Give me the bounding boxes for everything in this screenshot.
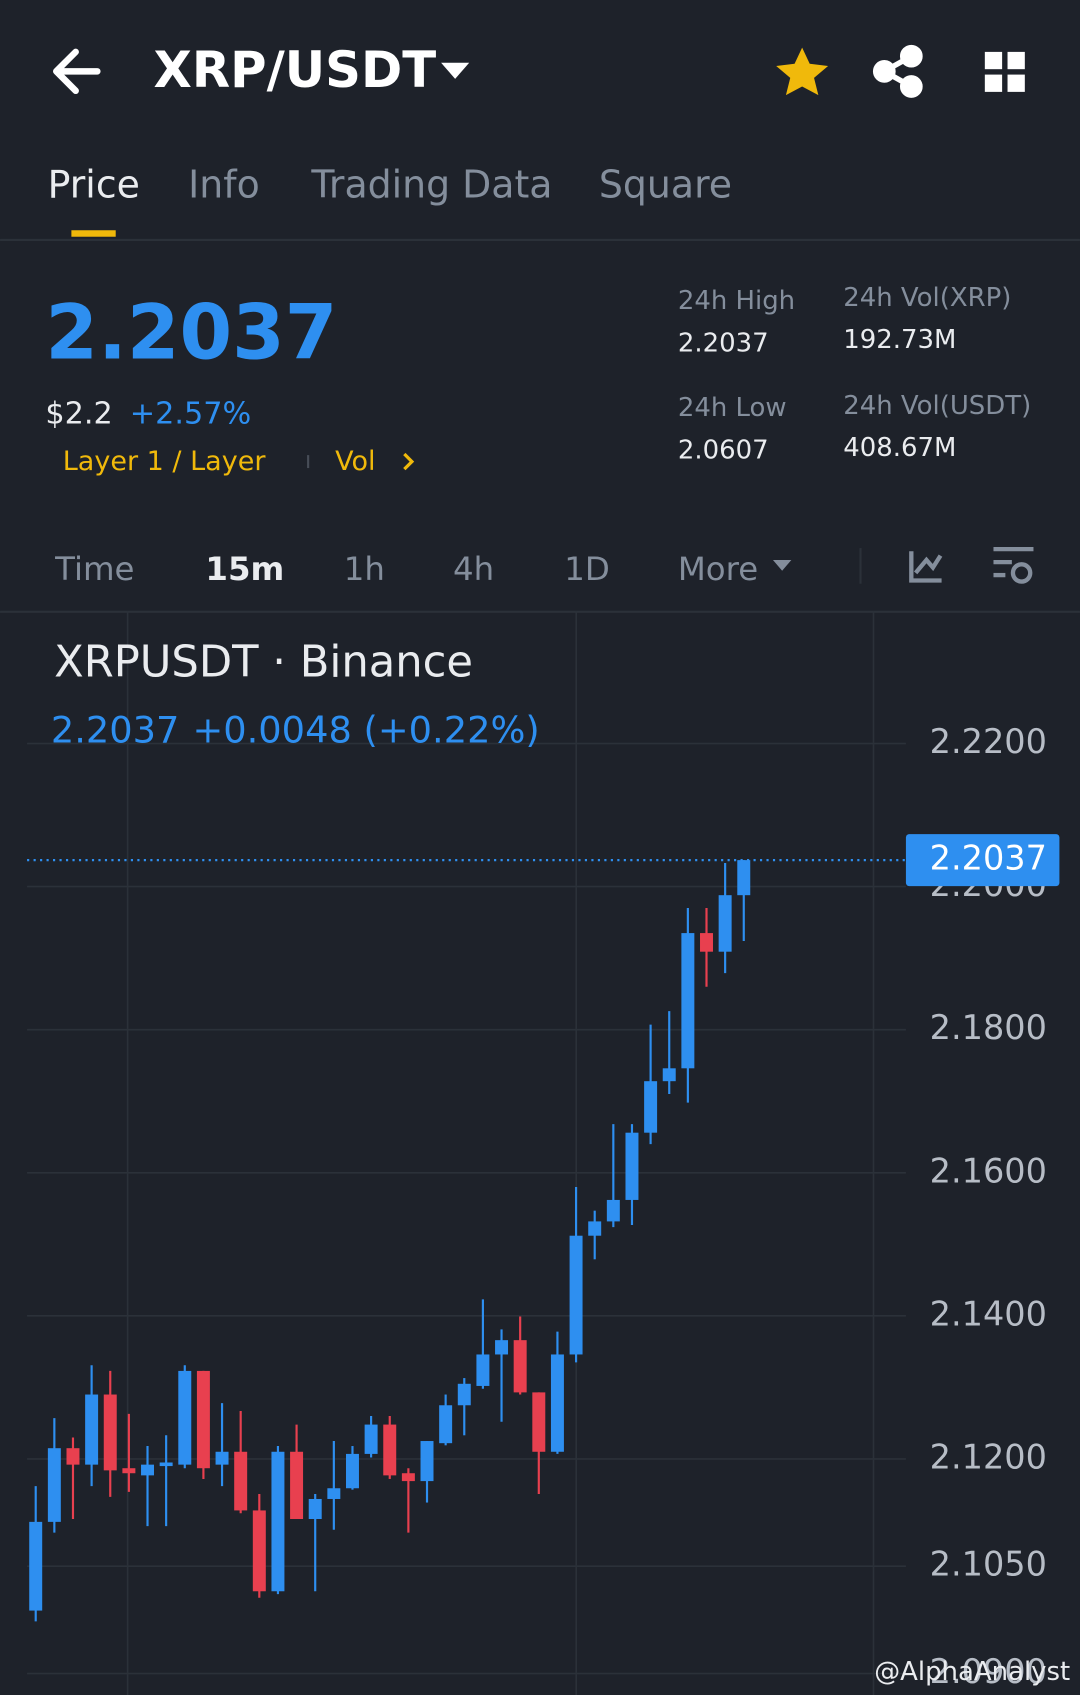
y-tick-label: 2.2200 (930, 722, 1047, 761)
candle-body (737, 860, 751, 896)
candle-body (252, 1510, 266, 1592)
tag[interactable]: Vol (335, 446, 375, 477)
y-tick-label: 2.1200 (930, 1437, 1047, 1476)
candle-body (439, 1405, 453, 1444)
candle-body (420, 1441, 434, 1482)
tab[interactable]: Price (48, 163, 140, 207)
candle-body (476, 1354, 490, 1386)
candle-body (290, 1451, 304, 1520)
candle-body (29, 1521, 43, 1611)
candle-body (103, 1394, 117, 1471)
legend-price: 2.2037 (51, 708, 180, 751)
settings-icon[interactable] (993, 546, 1034, 584)
interval[interactable]: 1h (344, 550, 385, 588)
candle-body (569, 1235, 583, 1355)
tag[interactable]: Layer 1 / Layer (63, 446, 267, 477)
candle-body (215, 1451, 229, 1465)
stat-value: 2.0607 (678, 435, 769, 465)
stat-value: 2.2037 (678, 328, 769, 358)
pair-title[interactable]: XRP/USDT (154, 41, 437, 99)
candle-body (47, 1448, 61, 1522)
favorite-star[interactable] (776, 47, 829, 96)
candle-body (457, 1383, 471, 1406)
candle-body (122, 1468, 136, 1474)
stat-label: 24h Vol(USDT) (843, 391, 1031, 421)
stat-value: 192.73M (843, 325, 956, 355)
candle-body (700, 933, 713, 952)
stat-label: 24h High (678, 286, 795, 316)
y-tick-label: 2.0900 (930, 1652, 1047, 1691)
candle-body (681, 933, 695, 1069)
y-tick-label: 2.1050 (930, 1545, 1047, 1584)
y-tick-label: 2.1800 (930, 1008, 1047, 1047)
tab[interactable]: Trading Data (310, 163, 552, 207)
legend-change: +0.0048 (+0.22%) (192, 708, 539, 751)
interval[interactable]: Time (54, 550, 134, 588)
candle-body (85, 1394, 99, 1465)
last-price-label: 2.2037 (930, 839, 1047, 878)
menu-grid[interactable] (984, 51, 1025, 92)
candle-body (327, 1488, 341, 1499)
tag-arrow (403, 452, 415, 471)
pair-dropdown[interactable] (441, 62, 470, 79)
interval[interactable]: More (678, 550, 758, 588)
candle-body (662, 1068, 676, 1082)
candle-body (178, 1370, 192, 1465)
change-percent: +2.57% (130, 397, 251, 432)
candle-body (495, 1340, 509, 1355)
candle-body (141, 1464, 154, 1476)
candle-body (308, 1498, 322, 1520)
candle-body (718, 895, 732, 952)
usd-price: $2.2 (45, 397, 112, 432)
chart-title: XRPUSDT · Binance (54, 637, 473, 687)
interval[interactable]: 4h (453, 550, 494, 588)
candle-body (364, 1424, 378, 1454)
tab[interactable]: Square (599, 163, 732, 207)
candle-body (401, 1473, 415, 1482)
candle-body (271, 1451, 285, 1592)
back-button[interactable] (53, 48, 101, 95)
candlestick-chart: 2.22002.20002.18002.16002.14002.12002.10… (27, 722, 1060, 1691)
candle-body (159, 1462, 173, 1467)
candle-body (550, 1354, 564, 1452)
tab[interactable]: Info (188, 163, 260, 207)
interval[interactable]: 1D (564, 550, 610, 588)
candle-body (513, 1340, 527, 1393)
candle-body (588, 1221, 602, 1236)
stat-label: 24h Low (678, 393, 787, 423)
y-tick-label: 2.1600 (930, 1151, 1047, 1190)
candle-body (625, 1132, 639, 1200)
candle-body (606, 1199, 620, 1222)
last-price-tag (905, 834, 1060, 887)
candle-body (345, 1453, 359, 1489)
candle-body (383, 1424, 397, 1476)
stat-label: 24h Vol(XRP) (843, 283, 1011, 313)
candle-body (196, 1370, 210, 1469)
watermark: @AlphaAnalyst (874, 1657, 1070, 1687)
candle-body (234, 1451, 248, 1511)
stat-value: 408.67M (843, 433, 956, 463)
candle-body (644, 1081, 658, 1133)
tab-indicator (71, 230, 116, 237)
interval[interactable]: 15m (205, 550, 284, 588)
indicator-icon[interactable] (909, 551, 943, 583)
last-price: 2.2037 (45, 288, 337, 376)
share-button[interactable] (872, 44, 923, 98)
candle-body (532, 1392, 546, 1452)
more-caret (772, 559, 792, 571)
y-tick-label: 2.1400 (930, 1294, 1047, 1333)
candle-body (66, 1448, 80, 1465)
